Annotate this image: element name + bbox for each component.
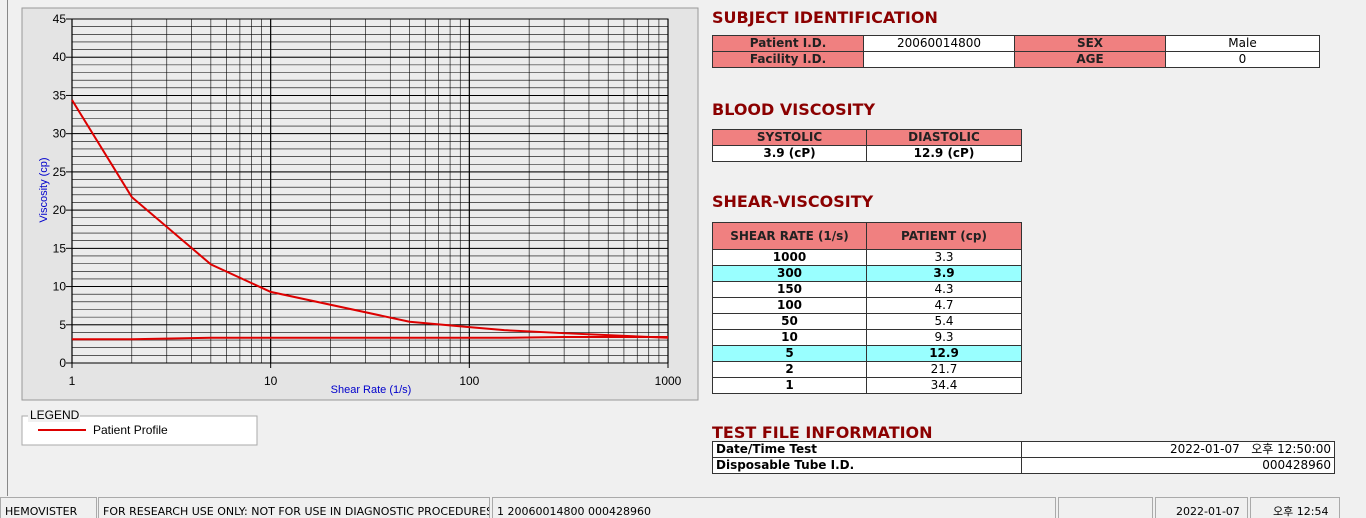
value: 3.9 (cP): [712, 145, 867, 162]
y-tick-label: 20: [53, 203, 67, 217]
window-border: [7, 0, 8, 496]
label: Date/Time Test: [712, 441, 1022, 458]
data-line: [71, 99, 669, 339]
label: Patient I.D.: [712, 35, 864, 52]
legend-label: Patient Profile: [93, 423, 168, 437]
shear-rate: 5: [712, 345, 867, 362]
label: Facility I.D.: [712, 51, 864, 68]
blood-viscosity-table: SYSTOLIC DIASTOLIC 3.9 (cP) 12.9 (cP): [712, 129, 1022, 162]
header: SYSTOLIC: [712, 129, 867, 146]
value: 000428960: [1021, 457, 1335, 474]
y-tick-label: 35: [53, 88, 67, 102]
y-tick-label: 10: [53, 280, 67, 294]
value: 2022-01-07 오후 12:50:00: [1021, 441, 1335, 458]
value: [863, 51, 1015, 68]
table-row: 10 9.3: [712, 329, 1022, 346]
plot-area: [72, 19, 668, 363]
y-axis-label: Viscosity (cp): [38, 157, 50, 222]
x-tick-label: 1000: [655, 374, 682, 388]
table-row: 2 21.7: [712, 361, 1022, 378]
y-tick-label: 15: [53, 241, 67, 255]
viscosity: 34.4: [866, 377, 1022, 394]
x-axis-label: Shear Rate (1/s): [331, 384, 412, 396]
table-row: 50 5.4: [712, 313, 1022, 330]
status-cell: FOR RESEARCH USE ONLY: NOT FOR USE IN DI…: [98, 497, 490, 518]
viscosity: 21.7: [866, 361, 1022, 378]
section-title: BLOOD VISCOSITY: [712, 100, 876, 119]
viscosity: 9.3: [866, 329, 1022, 346]
status-cell: [1058, 497, 1153, 518]
status-cell: 1 20060014800 000428960: [492, 497, 1056, 518]
status-cell: HEMOVISTER: [0, 497, 97, 518]
x-tick-label: 1: [69, 374, 76, 388]
viscosity: 3.3: [866, 249, 1022, 266]
shear-rate: 1000: [712, 249, 867, 266]
viscosity: 3.9: [866, 265, 1022, 282]
section-title: TEST FILE INFORMATION: [712, 423, 933, 442]
section-title: SHEAR-VISCOSITY: [712, 192, 874, 211]
x-tick-label: 100: [459, 374, 479, 388]
y-tick-label: 40: [53, 50, 67, 64]
plot-border: [71, 18, 669, 364]
label: SEX: [1014, 35, 1166, 52]
value: 20060014800: [863, 35, 1015, 52]
y-tick-label: 5: [59, 318, 66, 332]
test-file-table: Date/Time Test 2022-01-07 오후 12:50:00 Disp…: [712, 441, 1335, 474]
data-line: [72, 336, 668, 341]
value: 0: [1165, 51, 1320, 68]
table-row: 100 4.7: [712, 297, 1022, 314]
header: PATIENT (cp): [866, 222, 1022, 250]
viscosity: 4.3: [866, 281, 1022, 298]
shear-rate: 1: [712, 377, 867, 394]
table-row: Date/Time Test 2022-01-07 오후 12:50:00: [712, 441, 1335, 458]
label: Disposable Tube I.D.: [712, 457, 1022, 474]
header: DIASTOLIC: [866, 129, 1022, 146]
shear-rate: 100: [712, 297, 867, 314]
shear-rate: 50: [712, 313, 867, 330]
viscosity: 5.4: [866, 313, 1022, 330]
viscosity: 4.7: [866, 297, 1022, 314]
status-cell: 2022-01-07: [1155, 497, 1248, 518]
y-tick-label: 30: [53, 127, 67, 141]
y-tick-label: 0: [59, 356, 66, 370]
table-row: 1 34.4: [712, 377, 1022, 394]
table-row: 150 4.3: [712, 281, 1022, 298]
table-row: 300 3.9: [712, 265, 1022, 282]
y-tick-label: 25: [53, 165, 67, 179]
header: SHEAR RATE (1/s): [712, 222, 867, 250]
value: Male: [1165, 35, 1320, 52]
table-row: 1000 3.3: [712, 249, 1022, 266]
legend-title: LEGEND: [30, 408, 80, 422]
section-title: SUBJECT IDENTIFICATION: [712, 8, 938, 27]
table-row: Disposable Tube I.D. 000428960: [712, 457, 1335, 474]
shear-rate: 150: [712, 281, 867, 298]
chart: Shear Rate (1/s) Viscosity (cp) LEGEND 0…: [21, 7, 699, 446]
subject-table: Patient I.D. 20060014800 SEX Male Facility …: [712, 35, 1320, 68]
value: 12.9 (cP): [866, 145, 1022, 162]
legend-title-bg: [28, 408, 80, 422]
shear-viscosity-table: SHEAR RATE (1/s) PATIENT (cp) 1000 3.3 300 3…: [712, 222, 1022, 394]
label: AGE: [1014, 51, 1166, 68]
shear-rate: 2: [712, 361, 867, 378]
table-row: 5 12.9: [712, 345, 1022, 362]
x-tick-label: 10: [264, 374, 278, 388]
status-cell: 오후 12:54: [1250, 497, 1340, 518]
y-tick-label: 45: [53, 12, 67, 26]
shear-rate: 10: [712, 329, 867, 346]
shear-rate: 300: [712, 265, 867, 282]
viscosity: 12.9: [866, 345, 1022, 362]
